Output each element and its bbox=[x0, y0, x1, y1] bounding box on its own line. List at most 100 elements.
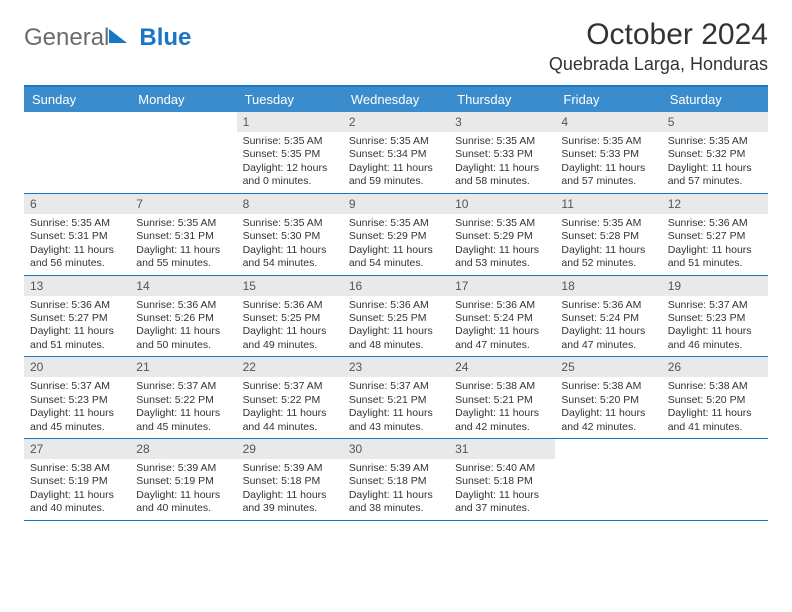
day-body: Sunrise: 5:35 AMSunset: 5:30 PMDaylight:… bbox=[237, 214, 343, 275]
sunset-line: Sunset: 5:18 PM bbox=[455, 475, 549, 488]
day-number: 31 bbox=[449, 439, 555, 459]
day-body: Sunrise: 5:40 AMSunset: 5:18 PMDaylight:… bbox=[449, 459, 555, 520]
calendar-cell-empty: .. bbox=[24, 112, 130, 193]
daylight-line: Daylight: 11 hours and 43 minutes. bbox=[349, 407, 443, 434]
logo: General Blue bbox=[24, 18, 191, 52]
logo-triangle-icon bbox=[109, 29, 127, 43]
daylight-line: Daylight: 11 hours and 37 minutes. bbox=[455, 489, 549, 516]
sunrise-line: Sunrise: 5:39 AM bbox=[349, 462, 443, 475]
calendar-cell: 9Sunrise: 5:35 AMSunset: 5:29 PMDaylight… bbox=[343, 194, 449, 275]
daylight-line: Daylight: 11 hours and 54 minutes. bbox=[243, 244, 337, 271]
daylight-line: Daylight: 11 hours and 40 minutes. bbox=[136, 489, 230, 516]
day-body: Sunrise: 5:35 AMSunset: 5:35 PMDaylight:… bbox=[237, 132, 343, 193]
daylight-line: Daylight: 11 hours and 38 minutes. bbox=[349, 489, 443, 516]
daylight-line: Daylight: 12 hours and 0 minutes. bbox=[243, 162, 337, 189]
day-body: Sunrise: 5:39 AMSunset: 5:18 PMDaylight:… bbox=[237, 459, 343, 520]
sunset-line: Sunset: 5:24 PM bbox=[561, 312, 655, 325]
calendar-cell: 26Sunrise: 5:38 AMSunset: 5:20 PMDayligh… bbox=[662, 357, 768, 438]
week-row: ....1Sunrise: 5:35 AMSunset: 5:35 PMDayl… bbox=[24, 112, 768, 194]
sunrise-line: Sunrise: 5:35 AM bbox=[668, 135, 762, 148]
day-number: 2 bbox=[343, 112, 449, 132]
calendar: SundayMondayTuesdayWednesdayThursdayFrid… bbox=[24, 85, 768, 521]
day-number: 21 bbox=[130, 357, 236, 377]
day-body: Sunrise: 5:35 AMSunset: 5:29 PMDaylight:… bbox=[343, 214, 449, 275]
day-number: 20 bbox=[24, 357, 130, 377]
daylight-line: Daylight: 11 hours and 44 minutes. bbox=[243, 407, 337, 434]
daylight-line: Daylight: 11 hours and 42 minutes. bbox=[561, 407, 655, 434]
daylight-line: Daylight: 11 hours and 41 minutes. bbox=[668, 407, 762, 434]
week-row: 20Sunrise: 5:37 AMSunset: 5:23 PMDayligh… bbox=[24, 357, 768, 439]
day-body: Sunrise: 5:36 AMSunset: 5:27 PMDaylight:… bbox=[24, 296, 130, 357]
calendar-cell: 5Sunrise: 5:35 AMSunset: 5:32 PMDaylight… bbox=[662, 112, 768, 193]
calendar-cell: 1Sunrise: 5:35 AMSunset: 5:35 PMDaylight… bbox=[237, 112, 343, 193]
day-number: 9 bbox=[343, 194, 449, 214]
daylight-line: Daylight: 11 hours and 51 minutes. bbox=[668, 244, 762, 271]
calendar-cell: 27Sunrise: 5:38 AMSunset: 5:19 PMDayligh… bbox=[24, 439, 130, 520]
sunset-line: Sunset: 5:33 PM bbox=[455, 148, 549, 161]
calendar-cell: 31Sunrise: 5:40 AMSunset: 5:18 PMDayligh… bbox=[449, 439, 555, 520]
calendar-cell: 11Sunrise: 5:35 AMSunset: 5:28 PMDayligh… bbox=[555, 194, 661, 275]
day-number: 25 bbox=[555, 357, 661, 377]
sunset-line: Sunset: 5:25 PM bbox=[243, 312, 337, 325]
calendar-cell-empty: .. bbox=[555, 439, 661, 520]
sunset-line: Sunset: 5:19 PM bbox=[136, 475, 230, 488]
dow-saturday: Saturday bbox=[662, 87, 768, 112]
daylight-line: Daylight: 11 hours and 59 minutes. bbox=[349, 162, 443, 189]
sunset-line: Sunset: 5:31 PM bbox=[136, 230, 230, 243]
day-body: Sunrise: 5:36 AMSunset: 5:26 PMDaylight:… bbox=[130, 296, 236, 357]
sunset-line: Sunset: 5:23 PM bbox=[30, 394, 124, 407]
day-number: 16 bbox=[343, 276, 449, 296]
daylight-line: Daylight: 11 hours and 40 minutes. bbox=[30, 489, 124, 516]
day-body: Sunrise: 5:39 AMSunset: 5:18 PMDaylight:… bbox=[343, 459, 449, 520]
daylight-line: Daylight: 11 hours and 56 minutes. bbox=[30, 244, 124, 271]
sunset-line: Sunset: 5:35 PM bbox=[243, 148, 337, 161]
daylight-line: Daylight: 11 hours and 49 minutes. bbox=[243, 325, 337, 352]
sunset-line: Sunset: 5:31 PM bbox=[30, 230, 124, 243]
day-body: Sunrise: 5:36 AMSunset: 5:24 PMDaylight:… bbox=[555, 296, 661, 357]
day-number: 28 bbox=[130, 439, 236, 459]
dow-sunday: Sunday bbox=[24, 87, 130, 112]
daylight-line: Daylight: 11 hours and 54 minutes. bbox=[349, 244, 443, 271]
day-number: 26 bbox=[662, 357, 768, 377]
sunset-line: Sunset: 5:24 PM bbox=[455, 312, 549, 325]
calendar-cell: 22Sunrise: 5:37 AMSunset: 5:22 PMDayligh… bbox=[237, 357, 343, 438]
day-body: Sunrise: 5:35 AMSunset: 5:33 PMDaylight:… bbox=[449, 132, 555, 193]
sunrise-line: Sunrise: 5:35 AM bbox=[30, 217, 124, 230]
day-body: Sunrise: 5:35 AMSunset: 5:31 PMDaylight:… bbox=[130, 214, 236, 275]
sunrise-line: Sunrise: 5:35 AM bbox=[561, 135, 655, 148]
day-body: Sunrise: 5:35 AMSunset: 5:29 PMDaylight:… bbox=[449, 214, 555, 275]
calendar-cell: 24Sunrise: 5:38 AMSunset: 5:21 PMDayligh… bbox=[449, 357, 555, 438]
day-body: Sunrise: 5:37 AMSunset: 5:23 PMDaylight:… bbox=[662, 296, 768, 357]
sunset-line: Sunset: 5:18 PM bbox=[349, 475, 443, 488]
calendar-cell: 30Sunrise: 5:39 AMSunset: 5:18 PMDayligh… bbox=[343, 439, 449, 520]
sunrise-line: Sunrise: 5:38 AM bbox=[455, 380, 549, 393]
calendar-cell: 17Sunrise: 5:36 AMSunset: 5:24 PMDayligh… bbox=[449, 276, 555, 357]
sunrise-line: Sunrise: 5:35 AM bbox=[349, 135, 443, 148]
day-number: 10 bbox=[449, 194, 555, 214]
sunset-line: Sunset: 5:19 PM bbox=[30, 475, 124, 488]
sunset-line: Sunset: 5:22 PM bbox=[136, 394, 230, 407]
sunrise-line: Sunrise: 5:35 AM bbox=[136, 217, 230, 230]
day-number: 6 bbox=[24, 194, 130, 214]
logo-text-blue: Blue bbox=[139, 24, 191, 52]
day-number: 8 bbox=[237, 194, 343, 214]
sunrise-line: Sunrise: 5:37 AM bbox=[668, 299, 762, 312]
sunrise-line: Sunrise: 5:39 AM bbox=[136, 462, 230, 475]
sunrise-line: Sunrise: 5:35 AM bbox=[455, 135, 549, 148]
calendar-cell: 15Sunrise: 5:36 AMSunset: 5:25 PMDayligh… bbox=[237, 276, 343, 357]
calendar-cell: 13Sunrise: 5:36 AMSunset: 5:27 PMDayligh… bbox=[24, 276, 130, 357]
sunrise-line: Sunrise: 5:37 AM bbox=[243, 380, 337, 393]
day-body: Sunrise: 5:37 AMSunset: 5:23 PMDaylight:… bbox=[24, 377, 130, 438]
day-body: Sunrise: 5:38 AMSunset: 5:20 PMDaylight:… bbox=[555, 377, 661, 438]
sunrise-line: Sunrise: 5:40 AM bbox=[455, 462, 549, 475]
daylight-line: Daylight: 11 hours and 53 minutes. bbox=[455, 244, 549, 271]
daylight-line: Daylight: 11 hours and 57 minutes. bbox=[561, 162, 655, 189]
sunset-line: Sunset: 5:21 PM bbox=[349, 394, 443, 407]
day-body: Sunrise: 5:37 AMSunset: 5:22 PMDaylight:… bbox=[237, 377, 343, 438]
day-body: Sunrise: 5:35 AMSunset: 5:28 PMDaylight:… bbox=[555, 214, 661, 275]
day-number: 17 bbox=[449, 276, 555, 296]
day-number: 19 bbox=[662, 276, 768, 296]
calendar-cell: 19Sunrise: 5:37 AMSunset: 5:23 PMDayligh… bbox=[662, 276, 768, 357]
sunrise-line: Sunrise: 5:38 AM bbox=[561, 380, 655, 393]
day-body: Sunrise: 5:36 AMSunset: 5:24 PMDaylight:… bbox=[449, 296, 555, 357]
